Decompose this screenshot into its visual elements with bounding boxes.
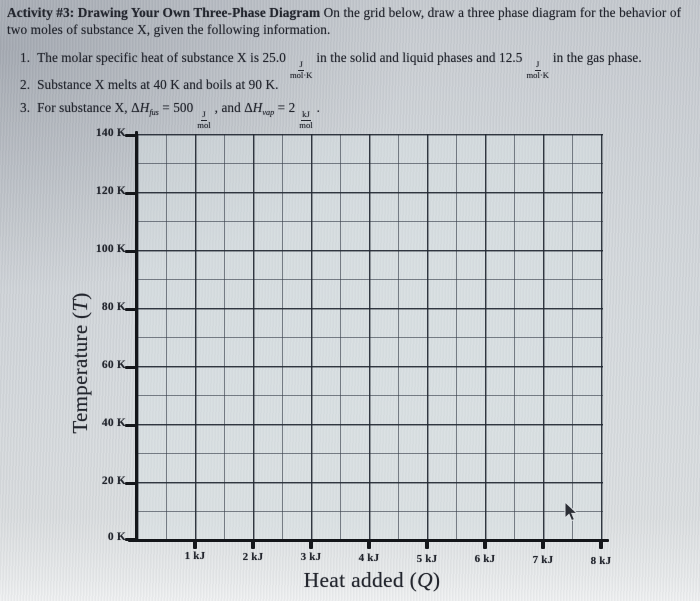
- fraction-kj-per-mol: kJ mol: [299, 109, 313, 130]
- subscript-vap: vap: [262, 108, 275, 117]
- x-tick: [483, 540, 487, 549]
- x-axis-title: Heat added (Q): [303, 568, 441, 592]
- y-tick-label: 20 K: [101, 475, 126, 487]
- x-tick-label: 1 kJ: [184, 550, 206, 562]
- item-3-seg4: = 2: [274, 100, 296, 115]
- y-tick-label: 60 K: [101, 359, 126, 371]
- y-tick: [125, 365, 138, 369]
- x-tick-label: 4 kJ: [358, 552, 380, 564]
- item-3-seg1: For substance X, Δ: [37, 100, 140, 115]
- mouse-cursor-icon: [564, 501, 579, 522]
- y-axis-line: [135, 131, 139, 542]
- x-tick: [193, 540, 197, 549]
- subscript-fus: fus: [149, 108, 159, 117]
- x-tick: [251, 540, 255, 549]
- x-tick-label: 7 kJ: [532, 554, 554, 566]
- activity-instructions: On the grid below, draw a three phase di…: [7, 5, 682, 37]
- item-2-text: Substance X melts at 40 K and boils at 9…: [37, 77, 279, 92]
- y-axis-title: Temperature (T): [68, 292, 92, 434]
- phase-diagram-grid: [137, 134, 603, 542]
- y-tick: [125, 249, 138, 253]
- activity-title: Activity #3: Drawing Your Own Three-Phas…: [7, 5, 695, 38]
- y-tick: [125, 307, 138, 311]
- x-tick-label: 3 kJ: [300, 551, 322, 563]
- y-tick: [125, 481, 138, 485]
- x-tick: [599, 540, 603, 549]
- y-tick: [125, 423, 138, 427]
- x-tick-label: 6 kJ: [474, 553, 496, 565]
- y-tick-label: 80 K: [101, 301, 126, 313]
- temperature-variable: T: [68, 299, 92, 312]
- x-tick-label: 5 kJ: [416, 553, 438, 565]
- enthalpy-symbol: H: [252, 100, 263, 115]
- y-tick: [125, 537, 138, 541]
- y-tick-label: 120 K: [95, 185, 126, 197]
- y-tick: [125, 133, 138, 137]
- item-3-number: 3.: [20, 100, 31, 115]
- enthalpy-symbol: H: [139, 100, 150, 115]
- x-tick: [541, 540, 545, 549]
- x-tick: [425, 540, 429, 549]
- x-tick-label: 2 kJ: [242, 551, 264, 563]
- item-1-text-post: in the gas phase.: [552, 50, 642, 65]
- y-tick-label: 40 K: [101, 417, 126, 429]
- y-tick-label: 0 K: [107, 531, 126, 543]
- x-tick: [367, 540, 371, 549]
- y-tick-label: 140 K: [95, 127, 126, 139]
- item-1-text-mid: in the solid and liquid phases and 12.5: [316, 50, 523, 65]
- activity-title-bold: Activity #3: Drawing Your Own Three-Phas…: [7, 5, 321, 20]
- heat-variable: Q: [417, 568, 433, 592]
- item-1-text-pre: The molar specific heat of substance X i…: [37, 50, 286, 65]
- item-3-seg3: , and Δ: [214, 100, 253, 115]
- item-1-number: 1.: [20, 50, 31, 65]
- list-item-2: 2. Substance X melts at 40 K and boils at…: [20, 76, 692, 93]
- y-tick: [125, 191, 138, 195]
- x-tick: [309, 540, 313, 549]
- y-tick-label: 100 K: [95, 243, 126, 255]
- item-3-seg5: .: [316, 100, 321, 115]
- x-tick-label: 8 kJ: [590, 555, 612, 567]
- list-item-1: 1. The molar specific heat of substance X…: [20, 49, 692, 81]
- item-2-number: 2.: [20, 77, 31, 92]
- item-3-seg2: = 500: [158, 100, 194, 115]
